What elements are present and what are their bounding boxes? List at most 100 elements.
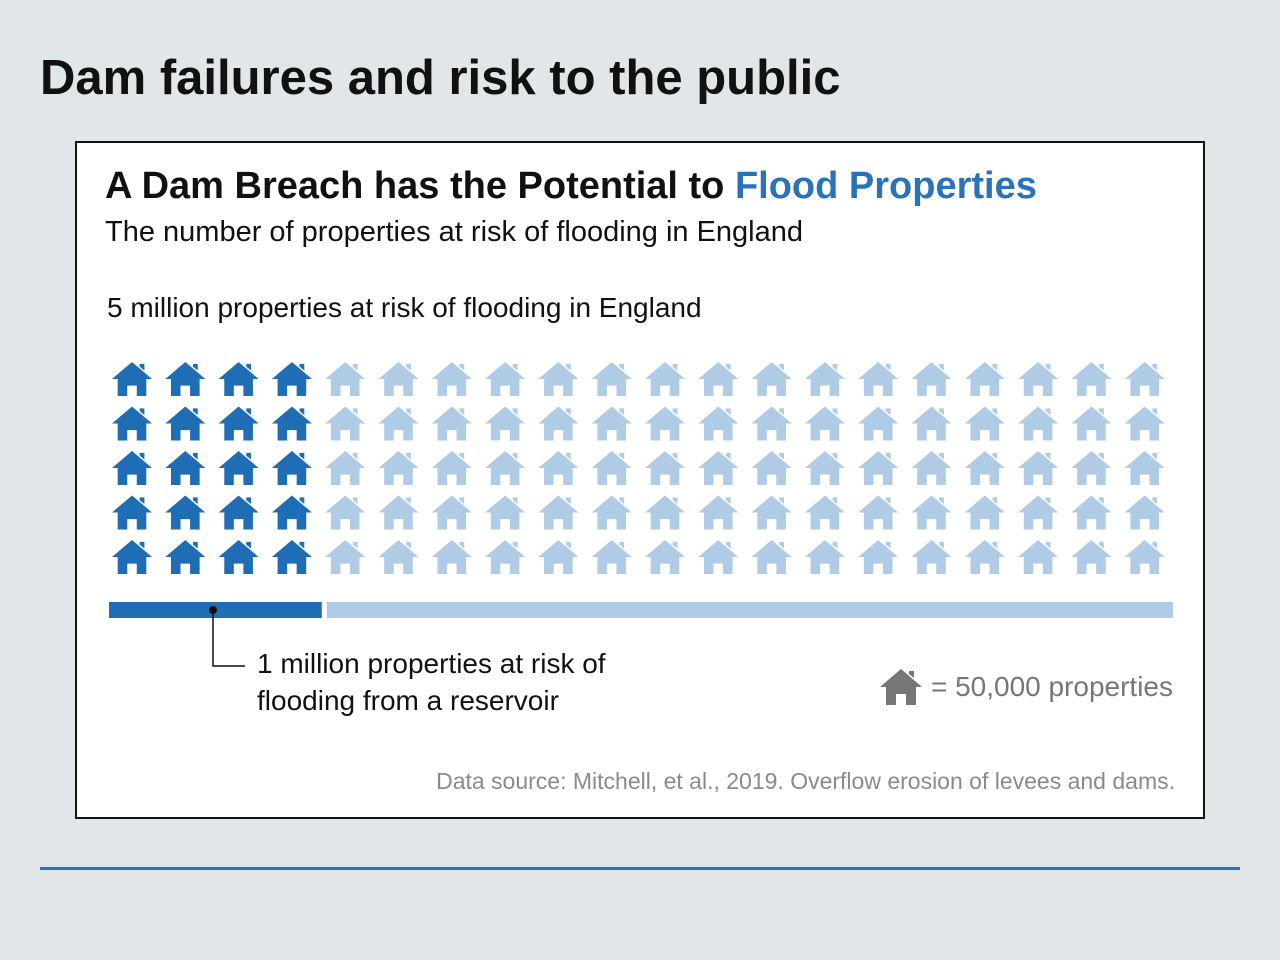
reservoir-callout-line1: 1 million properties at risk of [257, 648, 606, 679]
house-icon-reservoir-risk [218, 539, 259, 575]
house-icon-total-risk [591, 406, 632, 441]
house-icon-total-risk [964, 450, 1005, 486]
house-icon-reservoir-risk [111, 361, 153, 397]
card-heading-accent: Flood Properties [734, 165, 1037, 207]
house-icon-total-risk [538, 406, 579, 441]
house-icon-total-risk [858, 539, 899, 575]
house-icon-reservoir-risk [165, 450, 206, 486]
house-icon-reservoir-risk [111, 539, 153, 575]
house-icon-reservoir-risk [218, 450, 259, 486]
pictogram-chart [109, 361, 1173, 667]
house-icon-reservoir-risk [111, 450, 153, 486]
house-icon-total-risk [858, 361, 899, 397]
house-icon [879, 669, 922, 705]
total-properties-label: 5 million properties at risk of flooding… [107, 292, 702, 323]
house-icon-total-risk [378, 406, 419, 441]
house-icon-total-risk [431, 539, 472, 575]
house-icon-total-risk [591, 539, 632, 575]
house-icon-reservoir-risk [165, 495, 206, 530]
house-icon-total-risk [485, 406, 526, 441]
house-icon-total-risk [964, 361, 1005, 397]
house-icon-total-risk [698, 495, 739, 530]
card-heading-main: A Dam Breach has the Potential to [105, 165, 735, 207]
house-icon-total-risk [591, 361, 632, 397]
house-icon-total-risk [858, 406, 899, 441]
house-icon-total-risk [698, 361, 739, 397]
house-icon-grid [111, 361, 1165, 575]
house-icon-total-risk [1124, 539, 1165, 575]
house-icon-total-risk [1124, 361, 1165, 397]
house-icon-reservoir-risk [271, 450, 312, 486]
house-icon-total-risk [1071, 450, 1112, 486]
house-icon-total-risk [538, 495, 579, 530]
house-icon-total-risk [1071, 495, 1112, 530]
house-icon-total-risk [485, 361, 526, 397]
data-source-note: Data source: Mitchell, et al., 2019. Ove… [436, 768, 1175, 794]
house-icon-total-risk [1018, 450, 1059, 486]
house-icon-total-risk [751, 406, 792, 441]
house-icon-total-risk [591, 450, 632, 486]
house-icon-total-risk [431, 450, 472, 486]
proportion-bar [109, 602, 1173, 618]
house-icon-total-risk [1018, 406, 1059, 441]
house-icon-total-risk [911, 406, 952, 441]
house-icon-total-risk [1124, 495, 1165, 530]
house-icon-total-risk [325, 495, 366, 530]
house-icon-total-risk [858, 495, 899, 530]
house-icon-total-risk [911, 539, 952, 575]
legend: = 50,000 properties [879, 668, 1173, 706]
reservoir-callout-line2: flooding from a reservoir [257, 685, 559, 716]
house-icon-total-risk [325, 361, 366, 397]
house-icon-total-risk [644, 495, 686, 530]
house-icon-total-risk [911, 495, 952, 530]
house-icon-total-risk [858, 450, 899, 486]
house-icon-reservoir-risk [218, 361, 259, 397]
house-icon-total-risk [325, 450, 366, 486]
house-icon-total-risk [804, 539, 845, 575]
house-icon-total-risk [1018, 361, 1059, 397]
house-icon-total-risk [591, 495, 632, 530]
house-icon-reservoir-risk [271, 406, 312, 441]
house-icon-total-risk [644, 406, 686, 441]
house-icon-total-risk [911, 450, 952, 486]
house-icon-total-risk [964, 495, 1005, 530]
house-icon-total-risk [698, 406, 739, 441]
house-icon-reservoir-risk [218, 406, 259, 441]
house-icon-total-risk [378, 361, 419, 397]
house-icon-total-risk [378, 450, 419, 486]
house-icon-total-risk [1071, 406, 1112, 441]
house-icon-reservoir-risk [271, 539, 312, 575]
house-icon-total-risk [804, 450, 845, 486]
house-icon-total-risk [1071, 361, 1112, 397]
house-icon-total-risk [1124, 450, 1165, 486]
callout-line [212, 610, 245, 667]
house-icon-total-risk [1018, 495, 1059, 530]
house-icon-total-risk [698, 539, 739, 575]
house-icon-reservoir-risk [111, 406, 153, 441]
house-icon-total-risk [964, 539, 1005, 575]
house-icon-total-risk [485, 495, 526, 530]
house-icon-total-risk [325, 406, 366, 441]
house-icon-total-risk [964, 406, 1005, 441]
house-icon-total-risk [485, 539, 526, 575]
house-icon-total-risk [644, 539, 686, 575]
legend-label: = 50,000 properties [930, 671, 1173, 702]
house-icon-total-risk [751, 450, 792, 486]
house-icon-total-risk [538, 539, 579, 575]
house-icon-total-risk [378, 495, 419, 530]
house-icon-total-risk [751, 361, 792, 397]
house-icon-reservoir-risk [165, 406, 206, 441]
house-icon-total-risk [751, 495, 792, 530]
bottom-rule [40, 867, 1240, 870]
house-icon-total-risk [1018, 539, 1059, 575]
house-icon-reservoir-risk [271, 495, 312, 530]
house-icon-total-risk [378, 539, 419, 575]
house-icon-reservoir-risk [165, 539, 206, 575]
house-icon-total-risk [431, 495, 472, 530]
house-icon-total-risk [325, 539, 366, 575]
house-icon-reservoir-risk [218, 495, 259, 530]
house-icon-total-risk [1124, 406, 1165, 441]
card-heading: A Dam Breach has the Potential to Flood … [105, 165, 1037, 208]
house-icon-total-risk [644, 361, 686, 397]
house-icon-total-risk [538, 361, 579, 397]
